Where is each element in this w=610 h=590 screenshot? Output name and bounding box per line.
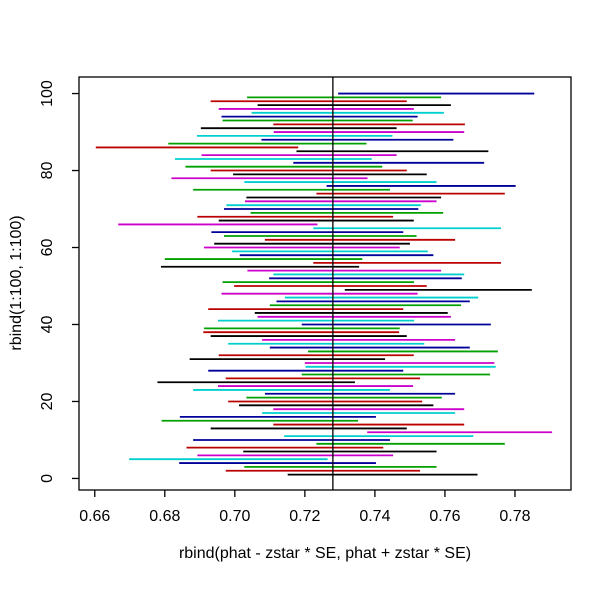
x-axis-label: rbind(phat - zstar * SE, phat + zstar * … [179,545,471,562]
x-axis: 0.66 0.68 0.70 0.72 0.74 0.76 0.78 [79,490,531,525]
x-tick-label: 0.70 [219,508,250,525]
x-tick-label: 0.76 [429,508,460,525]
x-tick-label: 0.78 [499,508,530,525]
x-tick-label: 0.66 [79,508,110,525]
ci-segments-layer [95,92,553,476]
x-tick-label: 0.68 [149,508,180,525]
plot-frame [78,76,572,491]
y-tick-label: 0 [39,474,56,483]
y-axis-label: rbind(1:100, 1:100) [8,215,25,350]
y-tick-label: 60 [39,239,56,257]
y-axis: 0 20 40 60 80 100 [39,80,79,483]
y-tick-label: 20 [39,392,56,410]
y-tick-label: 80 [39,162,56,180]
x-tick-label: 0.72 [289,508,320,525]
y-tick-label: 40 [39,315,56,333]
x-tick-label: 0.74 [359,508,390,525]
y-tick-label: 100 [39,80,56,107]
